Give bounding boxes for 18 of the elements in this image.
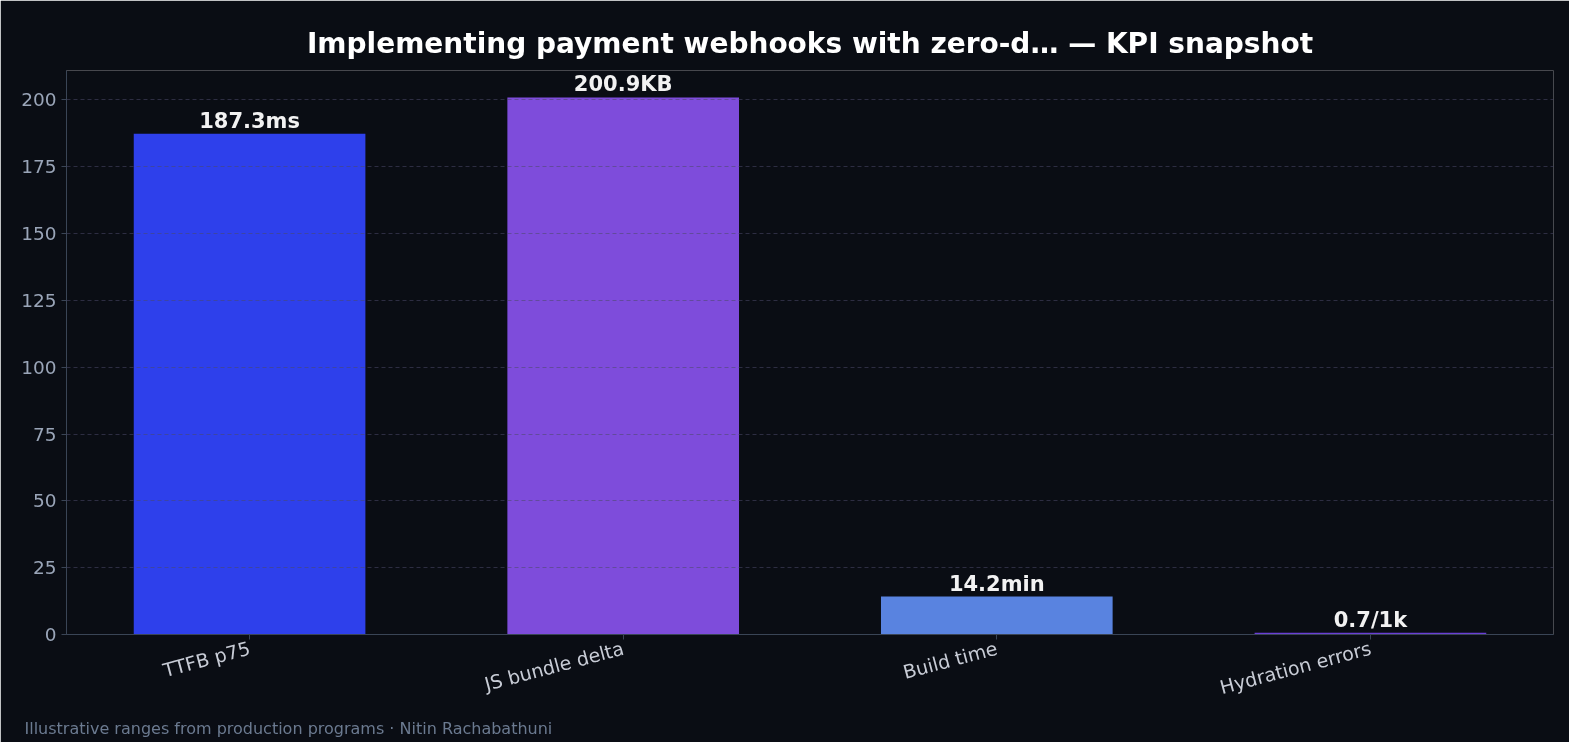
y-tick-label: 125 (21, 289, 57, 311)
y-tick-label: 175 (21, 156, 57, 178)
y-tick-label: 0 (44, 624, 57, 645)
x-tick-label: JS bundle delta (481, 636, 627, 696)
data-label: 0.7/1k (1333, 607, 1409, 632)
data-label: 14.2min (948, 571, 1045, 596)
chart-title: Implementing payment webhooks with zero-d… — KPI snapshot (306, 26, 1314, 60)
y-tick-label: 150 (21, 223, 57, 245)
y-tick-label: 100 (21, 356, 57, 378)
y-tick-label: 200 (21, 89, 57, 111)
y-tick-label: 25 (32, 557, 57, 579)
text: Illustrative ranges from production programs · Nitin Rachabathuni (24, 718, 553, 738)
y-tick-label: 75 (32, 423, 57, 445)
data-label: 200.9KB (573, 72, 673, 97)
data-label: 187.3ms (199, 108, 300, 133)
x-tick-label: TTFB p75 (159, 636, 253, 682)
x-tick-label: Build time (900, 636, 1000, 683)
y-tick-label: 50 (32, 490, 57, 512)
